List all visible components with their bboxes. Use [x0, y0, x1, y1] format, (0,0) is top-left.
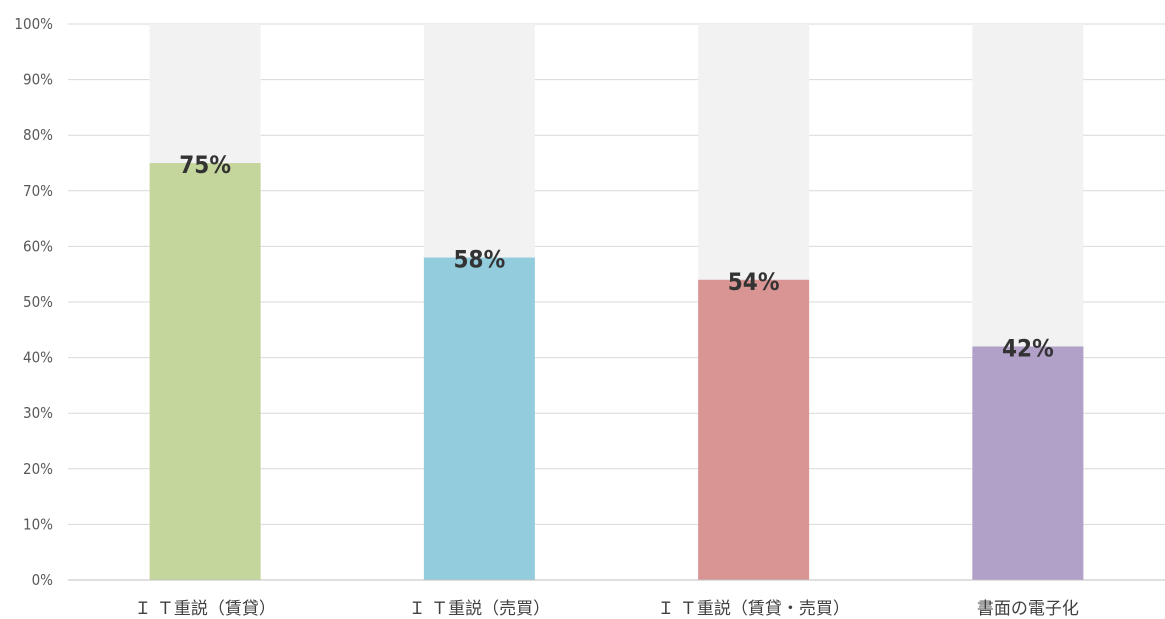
x-category-label: Ｉ Ｔ重説（賃貸） — [134, 599, 275, 619]
bar — [698, 279, 810, 580]
y-tick-label: 30% — [23, 404, 53, 422]
x-axis-category-labels: Ｉ Ｔ重説（賃貸） Ｉ Ｔ重説（売買） Ｉ Ｔ重説（賃貸・売買） 書面の電子化 — [134, 599, 1078, 619]
y-tick-label: 100% — [14, 15, 53, 33]
bar — [149, 163, 261, 580]
x-category-label: Ｉ Ｔ重説（賃貸・売買） — [657, 599, 849, 619]
y-axis-tick-labels: 0% 10% 20% 30% 40% 50% 60% 70% 80% 90% 100% — [14, 15, 53, 589]
y-tick-label: 0% — [32, 571, 54, 589]
y-tick-label: 80% — [23, 126, 53, 144]
bars — [149, 24, 1084, 580]
y-tick-label: 20% — [23, 460, 53, 478]
data-labels: 75% 58% 54% 42% — [179, 151, 1053, 362]
bar — [423, 257, 535, 580]
bar — [972, 346, 1084, 580]
y-tick-label: 40% — [23, 349, 53, 367]
x-category-label: Ｉ Ｔ重説（売買） — [409, 599, 550, 619]
y-tick-label: 70% — [23, 182, 53, 200]
data-label: 58% — [454, 246, 506, 274]
x-category-label: 書面の電子化 — [977, 599, 1079, 619]
y-tick-label: 50% — [23, 293, 53, 311]
data-label: 54% — [728, 268, 780, 296]
data-label: 42% — [1002, 334, 1054, 362]
data-label: 75% — [179, 151, 231, 179]
y-tick-label: 90% — [23, 71, 53, 89]
y-tick-label: 10% — [23, 515, 53, 533]
y-tick-label: 60% — [23, 237, 53, 255]
